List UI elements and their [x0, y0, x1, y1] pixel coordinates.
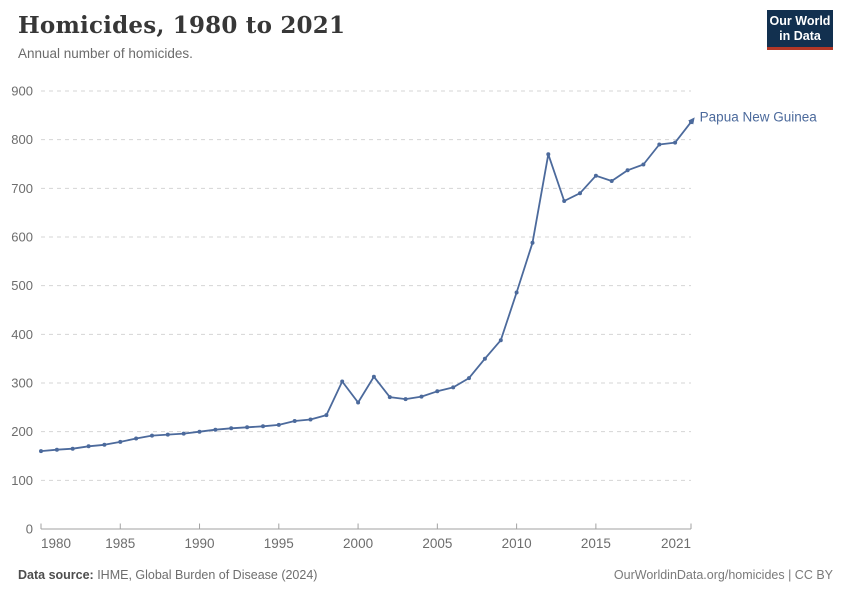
chart-subtitle: Annual number of homicides.	[18, 46, 193, 61]
data-point	[482, 356, 487, 361]
data-point	[181, 431, 186, 436]
x-tick-label: 1980	[41, 536, 71, 551]
data-point	[197, 429, 202, 434]
x-tick-label: 2015	[581, 536, 611, 551]
x-tick-label: 2021	[661, 536, 691, 551]
owid-logo[interactable]: Our World in Data	[767, 10, 833, 50]
chart-footer: Data source: IHME, Global Burden of Dise…	[18, 568, 833, 582]
x-tick-label: 2000	[343, 536, 373, 551]
data-point	[371, 374, 376, 379]
data-point	[419, 394, 424, 399]
y-tick-label: 900	[11, 84, 33, 99]
data-point	[308, 417, 313, 422]
data-point	[213, 427, 218, 432]
data-point	[165, 432, 170, 437]
y-tick-label: 700	[11, 181, 33, 196]
credit-line: OurWorldinData.org/homicides | CC BY	[613, 568, 833, 582]
data-point	[39, 449, 43, 454]
data-line	[40, 121, 692, 453]
line-end-arrow-icon	[688, 117, 695, 125]
x-tick-label: 1985	[105, 536, 135, 551]
data-point	[276, 422, 281, 427]
data-point	[514, 290, 519, 295]
data-point	[530, 240, 535, 245]
owid-logo-line2: in Data	[779, 28, 821, 43]
data-source-label: Data source:	[18, 568, 94, 582]
data-point	[324, 413, 329, 418]
y-tick-label: 400	[11, 327, 33, 342]
data-point	[657, 142, 662, 147]
data-point	[150, 433, 154, 438]
y-tick-label: 100	[11, 473, 33, 488]
data-point	[593, 173, 598, 178]
y-tick-label: 200	[11, 424, 33, 439]
chart-header: Homicides, 1980 to 2021 Annual number of…	[18, 12, 345, 61]
data-point	[245, 425, 250, 430]
data-point	[70, 446, 75, 451]
data-point	[451, 385, 456, 390]
y-tick-label: 300	[11, 376, 33, 391]
series-label: Papua New Guinea	[700, 109, 818, 124]
data-point	[578, 191, 582, 196]
data-point	[498, 338, 503, 343]
x-tick-label: 1990	[185, 536, 215, 551]
data-point	[134, 436, 139, 441]
page-title: Homicides, 1980 to 2021	[18, 12, 346, 39]
data-point	[229, 426, 234, 431]
data-point	[387, 395, 392, 400]
y-tick-label: 600	[11, 230, 33, 245]
data-point	[340, 379, 345, 384]
data-point	[625, 168, 630, 173]
owid-logo-line1: Our World	[769, 13, 831, 28]
data-point	[562, 199, 567, 203]
data-point	[546, 152, 551, 157]
data-point	[356, 400, 361, 405]
data-point	[467, 376, 471, 381]
y-tick-label: 0	[26, 522, 33, 537]
data-point	[673, 140, 678, 145]
x-tick-label: 2010	[502, 536, 532, 551]
data-point	[403, 397, 408, 402]
data-point	[435, 389, 440, 394]
data-point	[641, 162, 646, 167]
data-point	[86, 444, 91, 449]
y-tick-label: 500	[11, 278, 33, 293]
data-point	[261, 424, 265, 429]
x-tick-label: 2005	[422, 536, 452, 551]
data-source-text: IHME, Global Burden of Disease (2024)	[93, 568, 318, 582]
x-tick-label: 1995	[264, 536, 294, 551]
data-point	[54, 447, 59, 452]
data-source: Data source: IHME, Global Burden of Dise…	[18, 568, 317, 582]
data-point	[102, 442, 107, 447]
data-point	[292, 419, 297, 423]
data-point	[609, 179, 614, 183]
data-point	[118, 439, 123, 444]
y-tick-label: 800	[11, 132, 33, 147]
